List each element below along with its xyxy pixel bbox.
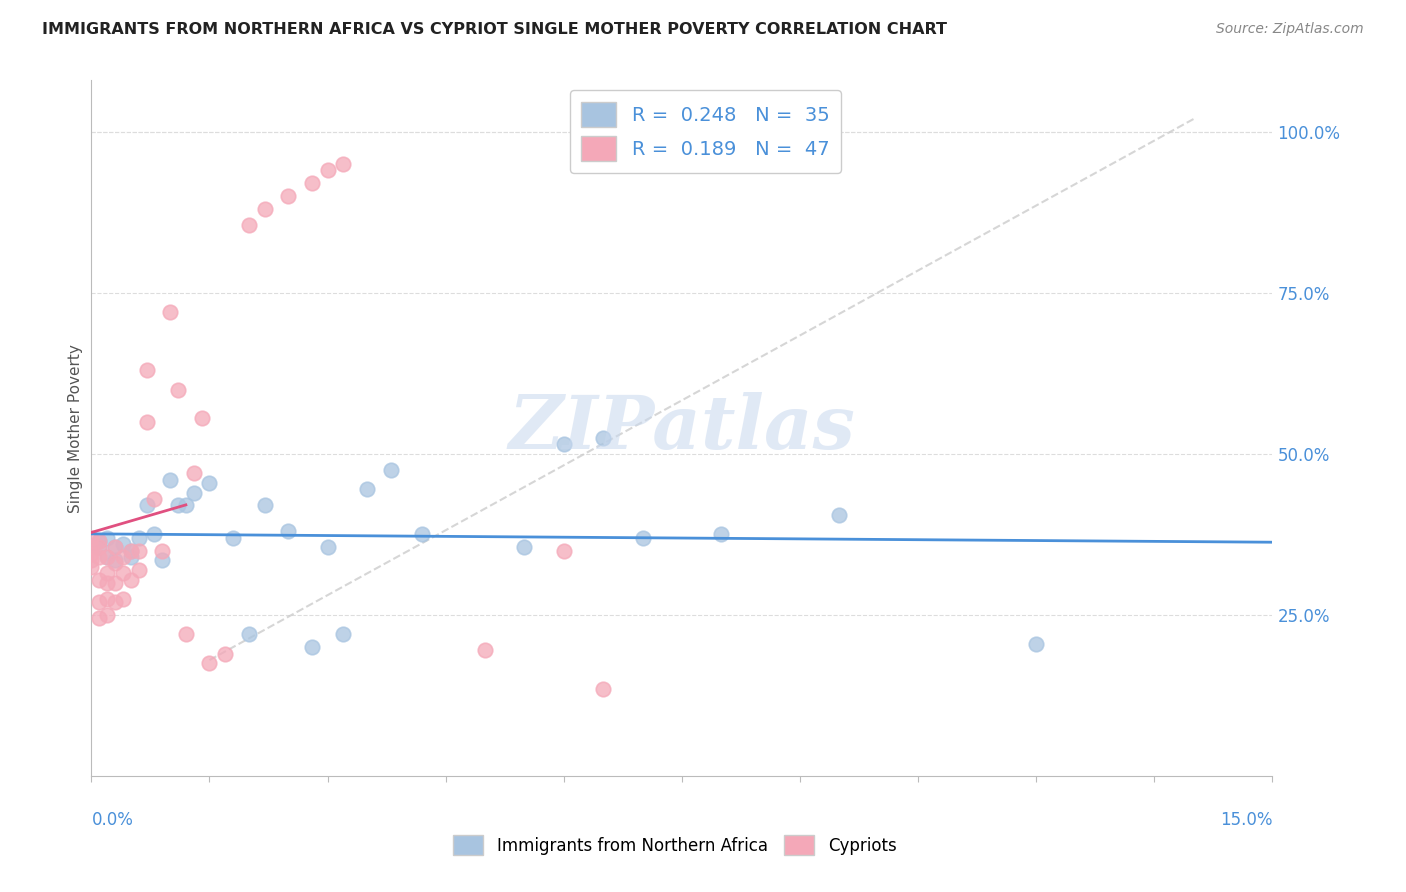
Point xyxy=(104,557,127,571)
Point xyxy=(183,467,205,481)
Point xyxy=(316,163,339,178)
Text: 15.0%: 15.0% xyxy=(1220,811,1272,829)
Point xyxy=(316,541,339,555)
Point xyxy=(828,508,851,523)
Point xyxy=(277,189,299,203)
Point xyxy=(513,541,536,555)
Point xyxy=(710,527,733,541)
Point xyxy=(150,553,173,567)
Point xyxy=(120,549,142,564)
Point xyxy=(143,491,166,506)
Text: ZIPatlas: ZIPatlas xyxy=(509,392,855,465)
Point xyxy=(411,527,433,541)
Point xyxy=(174,499,197,513)
Point xyxy=(128,531,150,545)
Point xyxy=(80,531,103,545)
Point xyxy=(277,524,299,539)
Point xyxy=(253,499,276,513)
Point xyxy=(301,177,323,191)
Point xyxy=(301,640,323,655)
Point xyxy=(631,531,654,545)
Point xyxy=(167,383,190,397)
Point xyxy=(96,566,118,581)
Point xyxy=(96,549,118,564)
Point xyxy=(380,463,402,477)
Point xyxy=(104,541,127,555)
Point xyxy=(190,411,212,425)
Point xyxy=(143,527,166,541)
Point xyxy=(120,573,142,587)
Point xyxy=(135,415,157,429)
Point xyxy=(89,533,111,548)
Point xyxy=(111,566,134,581)
Point xyxy=(89,595,111,609)
Point xyxy=(1025,637,1047,651)
Point xyxy=(592,431,614,445)
Point xyxy=(332,627,354,641)
Point xyxy=(89,541,111,555)
Point xyxy=(111,591,134,606)
Point xyxy=(111,549,134,564)
Point xyxy=(80,547,103,561)
Point xyxy=(222,531,245,545)
Point xyxy=(159,305,181,319)
Point xyxy=(135,499,157,513)
Point xyxy=(104,575,127,590)
Point xyxy=(89,541,111,555)
Point xyxy=(356,483,378,497)
Point xyxy=(198,475,221,490)
Point xyxy=(174,627,197,641)
Point xyxy=(89,549,111,564)
Point xyxy=(96,531,118,545)
Point xyxy=(96,575,118,590)
Point xyxy=(120,543,142,558)
Point xyxy=(89,573,111,587)
Legend: R =  0.248   N =  35, R =  0.189   N =  47: R = 0.248 N = 35, R = 0.189 N = 47 xyxy=(569,90,841,173)
Point xyxy=(167,499,190,513)
Point xyxy=(553,543,575,558)
Point xyxy=(592,681,614,696)
Point xyxy=(253,202,276,216)
Point xyxy=(159,473,181,487)
Text: IMMIGRANTS FROM NORTHERN AFRICA VS CYPRIOT SINGLE MOTHER POVERTY CORRELATION CHA: IMMIGRANTS FROM NORTHERN AFRICA VS CYPRI… xyxy=(42,22,948,37)
Text: Source: ZipAtlas.com: Source: ZipAtlas.com xyxy=(1216,22,1364,37)
Point xyxy=(135,363,157,377)
Point xyxy=(198,657,221,671)
Point xyxy=(89,533,111,548)
Point xyxy=(96,549,118,564)
Point xyxy=(238,219,260,233)
Point xyxy=(238,627,260,641)
Point xyxy=(553,437,575,451)
Point xyxy=(183,485,205,500)
Point xyxy=(80,541,103,555)
Point xyxy=(332,157,354,171)
Point xyxy=(96,591,118,606)
Point xyxy=(80,553,103,567)
Legend: Immigrants from Northern Africa, Cypriots: Immigrants from Northern Africa, Cypriot… xyxy=(447,829,903,862)
Point xyxy=(104,553,127,567)
Point xyxy=(150,543,173,558)
Point xyxy=(104,595,127,609)
Point xyxy=(128,563,150,577)
Point xyxy=(104,541,127,555)
Point xyxy=(80,559,103,574)
Point xyxy=(89,611,111,625)
Y-axis label: Single Mother Poverty: Single Mother Poverty xyxy=(67,343,83,513)
Point xyxy=(128,543,150,558)
Point xyxy=(96,607,118,622)
Text: 0.0%: 0.0% xyxy=(91,811,134,829)
Point xyxy=(474,643,496,657)
Point xyxy=(120,543,142,558)
Point xyxy=(111,537,134,551)
Point xyxy=(214,647,236,661)
